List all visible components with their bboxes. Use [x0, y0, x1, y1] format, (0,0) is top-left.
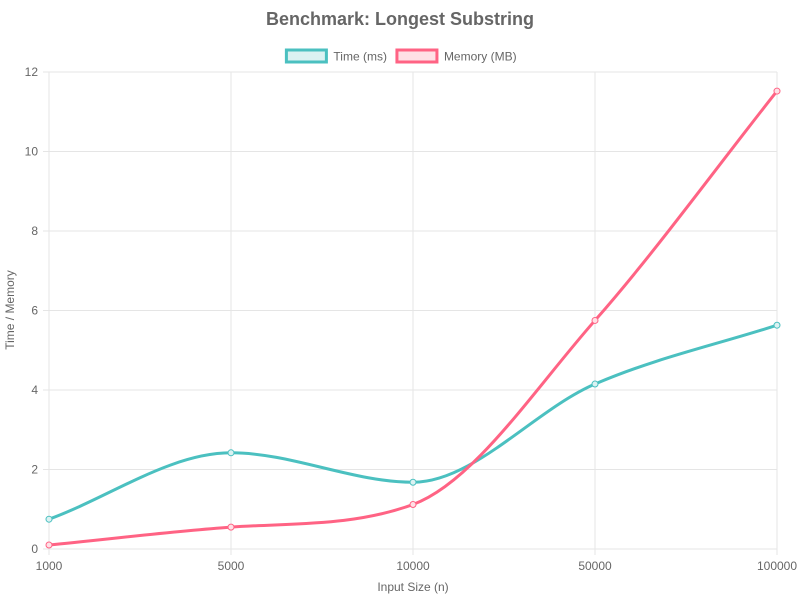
x-axis-label: Input Size (n) — [377, 580, 448, 594]
legend-item[interactable]: Memory (MB) — [395, 48, 517, 64]
series-lines — [45, 87, 781, 549]
x-tick-label: 50000 — [578, 559, 612, 573]
legend-swatch — [395, 48, 439, 64]
x-tick-label: 10000 — [396, 559, 430, 573]
data-point[interactable] — [591, 380, 599, 388]
legend-label: Memory (MB) — [444, 50, 517, 64]
legend-label: Time (ms) — [333, 50, 387, 64]
legend-swatch — [284, 48, 328, 64]
y-axis-ticks: 0 2 4 6 8 10 12 — [25, 65, 39, 556]
data-point[interactable] — [591, 316, 599, 324]
grid-lines — [43, 71, 778, 555]
y-tick-label: 10 — [25, 145, 39, 159]
chart-title: Benchmark: Longest Substring — [266, 9, 534, 29]
x-tick-label: 5000 — [218, 559, 245, 573]
y-axis-label: Time / Memory — [3, 270, 17, 350]
y-tick-label: 2 — [31, 463, 38, 477]
legend-item[interactable]: Time (ms) — [284, 48, 387, 64]
x-tick-label: 1000 — [36, 559, 63, 573]
x-tick-label: 100000 — [757, 559, 797, 573]
y-tick-label: 12 — [25, 65, 39, 79]
x-axis-ticks: 1000 5000 10000 50000 100000 — [36, 559, 798, 573]
y-tick-label: 8 — [31, 224, 38, 238]
data-point[interactable] — [409, 500, 417, 508]
series-line — [47, 89, 779, 547]
data-point[interactable] — [409, 478, 417, 486]
data-point[interactable] — [45, 515, 53, 523]
y-tick-label: 6 — [31, 304, 38, 318]
y-tick-label: 4 — [31, 383, 38, 397]
data-point[interactable] — [227, 449, 235, 457]
data-point[interactable] — [45, 541, 53, 549]
legend[interactable]: Time (ms) Memory (MB) — [284, 48, 517, 64]
data-point[interactable] — [773, 321, 781, 329]
data-point[interactable] — [227, 523, 235, 531]
data-point[interactable] — [773, 87, 781, 95]
y-tick-label: 0 — [31, 542, 38, 556]
